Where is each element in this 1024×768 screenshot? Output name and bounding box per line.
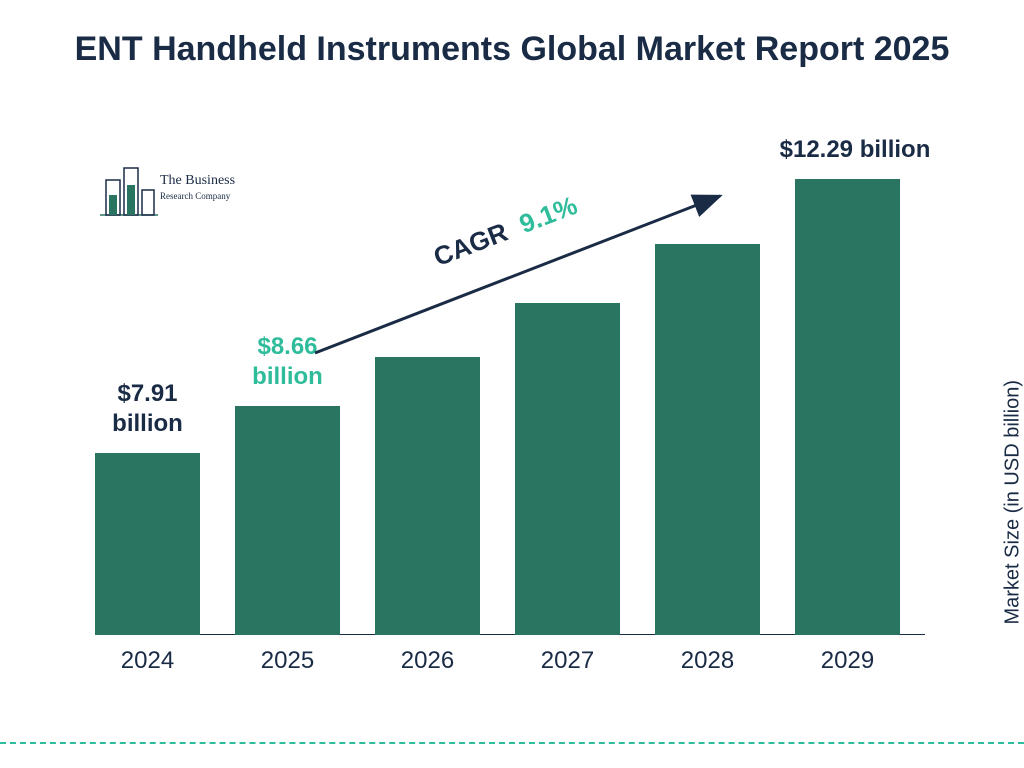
bar-2025: [235, 406, 340, 635]
bar-2024: [95, 453, 200, 635]
bar-2029: [795, 179, 900, 635]
x-label-2024: 2024: [85, 647, 210, 675]
x-label-2025: 2025: [225, 647, 350, 675]
x-label-2029: 2029: [785, 647, 910, 675]
cagr-annotation: CAGR 9.1%: [305, 183, 735, 363]
y-axis-label: Market Size (in USD billion): [1002, 380, 1024, 625]
bar-2026: [375, 357, 480, 635]
x-label-2026: 2026: [365, 647, 490, 675]
value-label-2029: $12.29 billion: [755, 135, 955, 165]
bottom-dashed-line: [0, 742, 1024, 744]
value-label-2024: $7.91billion: [85, 379, 210, 439]
chart-title: ENT Handheld Instruments Global Market R…: [0, 28, 1024, 71]
x-label-2028: 2028: [645, 647, 770, 675]
x-label-2027: 2027: [505, 647, 630, 675]
